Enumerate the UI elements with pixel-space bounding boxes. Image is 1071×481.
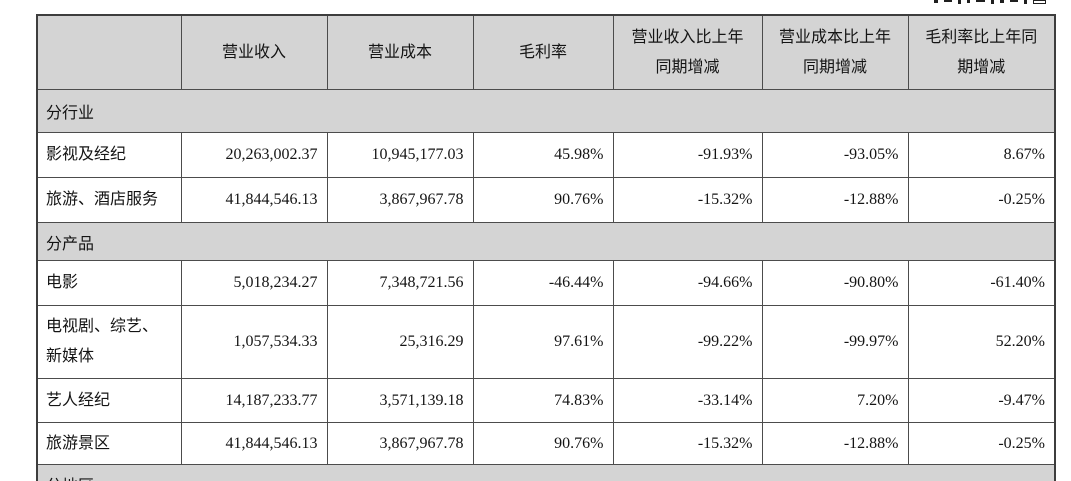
table-row: 旅游景区 41,844,546.13 3,867,967.78 90.76% -15.3… [36, 422, 1056, 465]
table-row: 电视剧、综艺、新媒体 1,057,534.33 25,316.29 97.61% -99… [36, 305, 1056, 379]
section-row: 分地区 [36, 464, 1056, 481]
table-row: 旅游、酒店服务 41,844,546.13 3,867,967.78 90.76% -1… [36, 177, 1056, 223]
row-label-cell: 影视及经纪 [36, 132, 182, 178]
financial-breakdown-table: 营业收入 营业成本 毛利率 营业收入比上年同期增减 营业成本比上年同期增减 毛利率比上年同… [36, 14, 1056, 481]
value-cell: -91.93% [612, 132, 763, 178]
column-header: 毛利率 [472, 14, 614, 90]
value-cell: 3,867,967.78 [326, 422, 474, 465]
row-label-cell: 艺人经纪 [36, 378, 182, 423]
value-cell: 97.61% [472, 305, 614, 379]
value-cell: -99.97% [761, 305, 909, 379]
header-row: 营业收入 营业成本 毛利率 营业收入比上年同期增减 营业成本比上年同期增减 毛利率比上年同… [36, 14, 1056, 90]
value-cell: -46.44% [472, 260, 614, 306]
column-header: 营业收入比上年同期增减 [612, 14, 763, 90]
table-row: 艺人经纪 14,187,233.77 3,571,139.18 74.83% -33.1… [36, 378, 1056, 423]
section-row: 分行业 [36, 89, 1056, 133]
column-header: 营业成本比上年同期增减 [761, 14, 909, 90]
value-cell: 52.20% [907, 305, 1056, 379]
value-cell: 3,867,967.78 [326, 177, 474, 223]
table-row: 影视及经纪 20,263,002.37 10,945,177.03 45.98% -91… [36, 132, 1056, 178]
section-label: 分行业 [36, 89, 1056, 133]
row-label-cell: 电影 [36, 260, 182, 306]
corner-cell [36, 14, 182, 90]
section-row: 分产品 [36, 222, 1056, 261]
value-cell: 10,945,177.03 [326, 132, 474, 178]
value-cell: 7.20% [761, 378, 909, 423]
value-cell: -93.05% [761, 132, 909, 178]
value-cell: -12.88% [761, 177, 909, 223]
value-cell: 7,348,721.56 [326, 260, 474, 306]
column-header: 毛利率比上年同期增减 [907, 14, 1056, 90]
value-cell: 3,571,139.18 [326, 378, 474, 423]
value-cell: -61.40% [907, 260, 1056, 306]
value-cell: 45.98% [472, 132, 614, 178]
value-cell: -94.66% [612, 260, 763, 306]
column-header: 营业成本 [326, 14, 474, 90]
value-cell: 1,057,534.33 [180, 305, 328, 379]
value-cell: -9.47% [907, 378, 1056, 423]
value-cell: 41,844,546.13 [180, 177, 328, 223]
row-label-cell: 电视剧、综艺、新媒体 [36, 305, 182, 379]
row-label-cell: 旅游、酒店服务 [36, 177, 182, 223]
value-cell: -90.80% [761, 260, 909, 306]
value-cell: 20,263,002.37 [180, 132, 328, 178]
value-cell: -15.32% [612, 177, 763, 223]
value-cell: 5,018,234.27 [180, 260, 328, 306]
value-cell: 8.67% [907, 132, 1056, 178]
value-cell: 74.83% [472, 378, 614, 423]
section-label: 分产品 [36, 222, 1056, 261]
value-cell: 14,187,233.77 [180, 378, 328, 423]
value-cell: 25,316.29 [326, 305, 474, 379]
value-cell: 90.76% [472, 422, 614, 465]
value-cell: -33.14% [612, 378, 763, 423]
value-cell: -15.32% [612, 422, 763, 465]
value-cell: -99.22% [612, 305, 763, 379]
value-cell: -0.25% [907, 422, 1056, 465]
clipped-text-fragment [934, 0, 1062, 6]
row-label-cell: 旅游景区 [36, 422, 182, 465]
table-row: 电影 5,018,234.27 7,348,721.56 -46.44% -94.66%… [36, 260, 1056, 306]
value-cell: 41,844,546.13 [180, 422, 328, 465]
value-cell: -12.88% [761, 422, 909, 465]
column-header: 营业收入 [180, 14, 328, 90]
section-label: 分地区 [36, 464, 1056, 481]
value-cell: 90.76% [472, 177, 614, 223]
value-cell: -0.25% [907, 177, 1056, 223]
